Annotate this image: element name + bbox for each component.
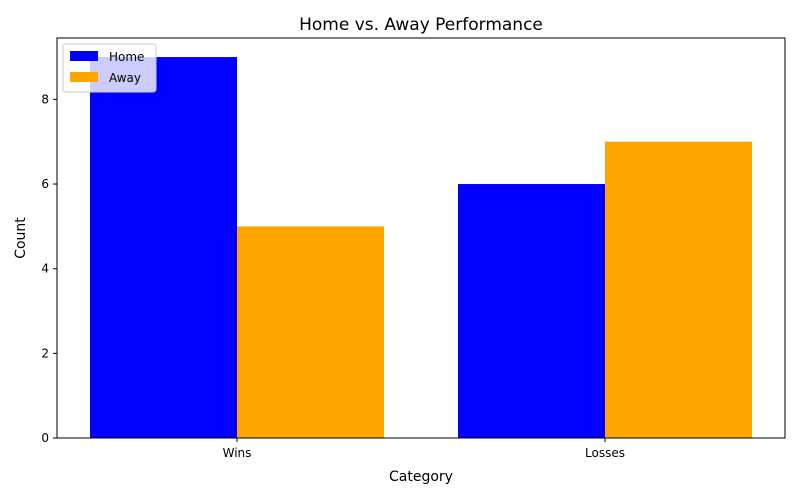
y-tick-label: 4 (41, 262, 49, 276)
x-tick-label-wins: Wins (223, 446, 252, 460)
legend-swatch-home (70, 51, 98, 61)
x-axis-title: Category (389, 469, 453, 485)
legend: Home Away (62, 43, 157, 93)
bar-home-wins (90, 57, 237, 439)
chart-title: Home vs. Away Performance (299, 15, 543, 35)
y-tick-label: 2 (41, 346, 49, 360)
y-axis-ticks: 0 2 4 6 8 (41, 92, 57, 445)
legend-swatch-away (70, 72, 98, 82)
y-axis-title: Count (13, 217, 29, 259)
plot-area-frame (56, 37, 786, 439)
legend-label-home: Home (109, 50, 144, 64)
bar-away-wins (237, 226, 384, 438)
x-tick-label-losses: Losses (585, 446, 625, 460)
x-axis-ticks: Wins Losses (223, 438, 625, 460)
y-tick-label: 6 (41, 177, 49, 191)
bars-group (90, 57, 752, 439)
bar-away-losses (605, 141, 752, 438)
y-tick-label: 0 (41, 431, 49, 445)
legend-label-away: Away (109, 71, 141, 85)
bar-home-losses (458, 184, 605, 438)
y-tick-label: 8 (41, 92, 49, 106)
